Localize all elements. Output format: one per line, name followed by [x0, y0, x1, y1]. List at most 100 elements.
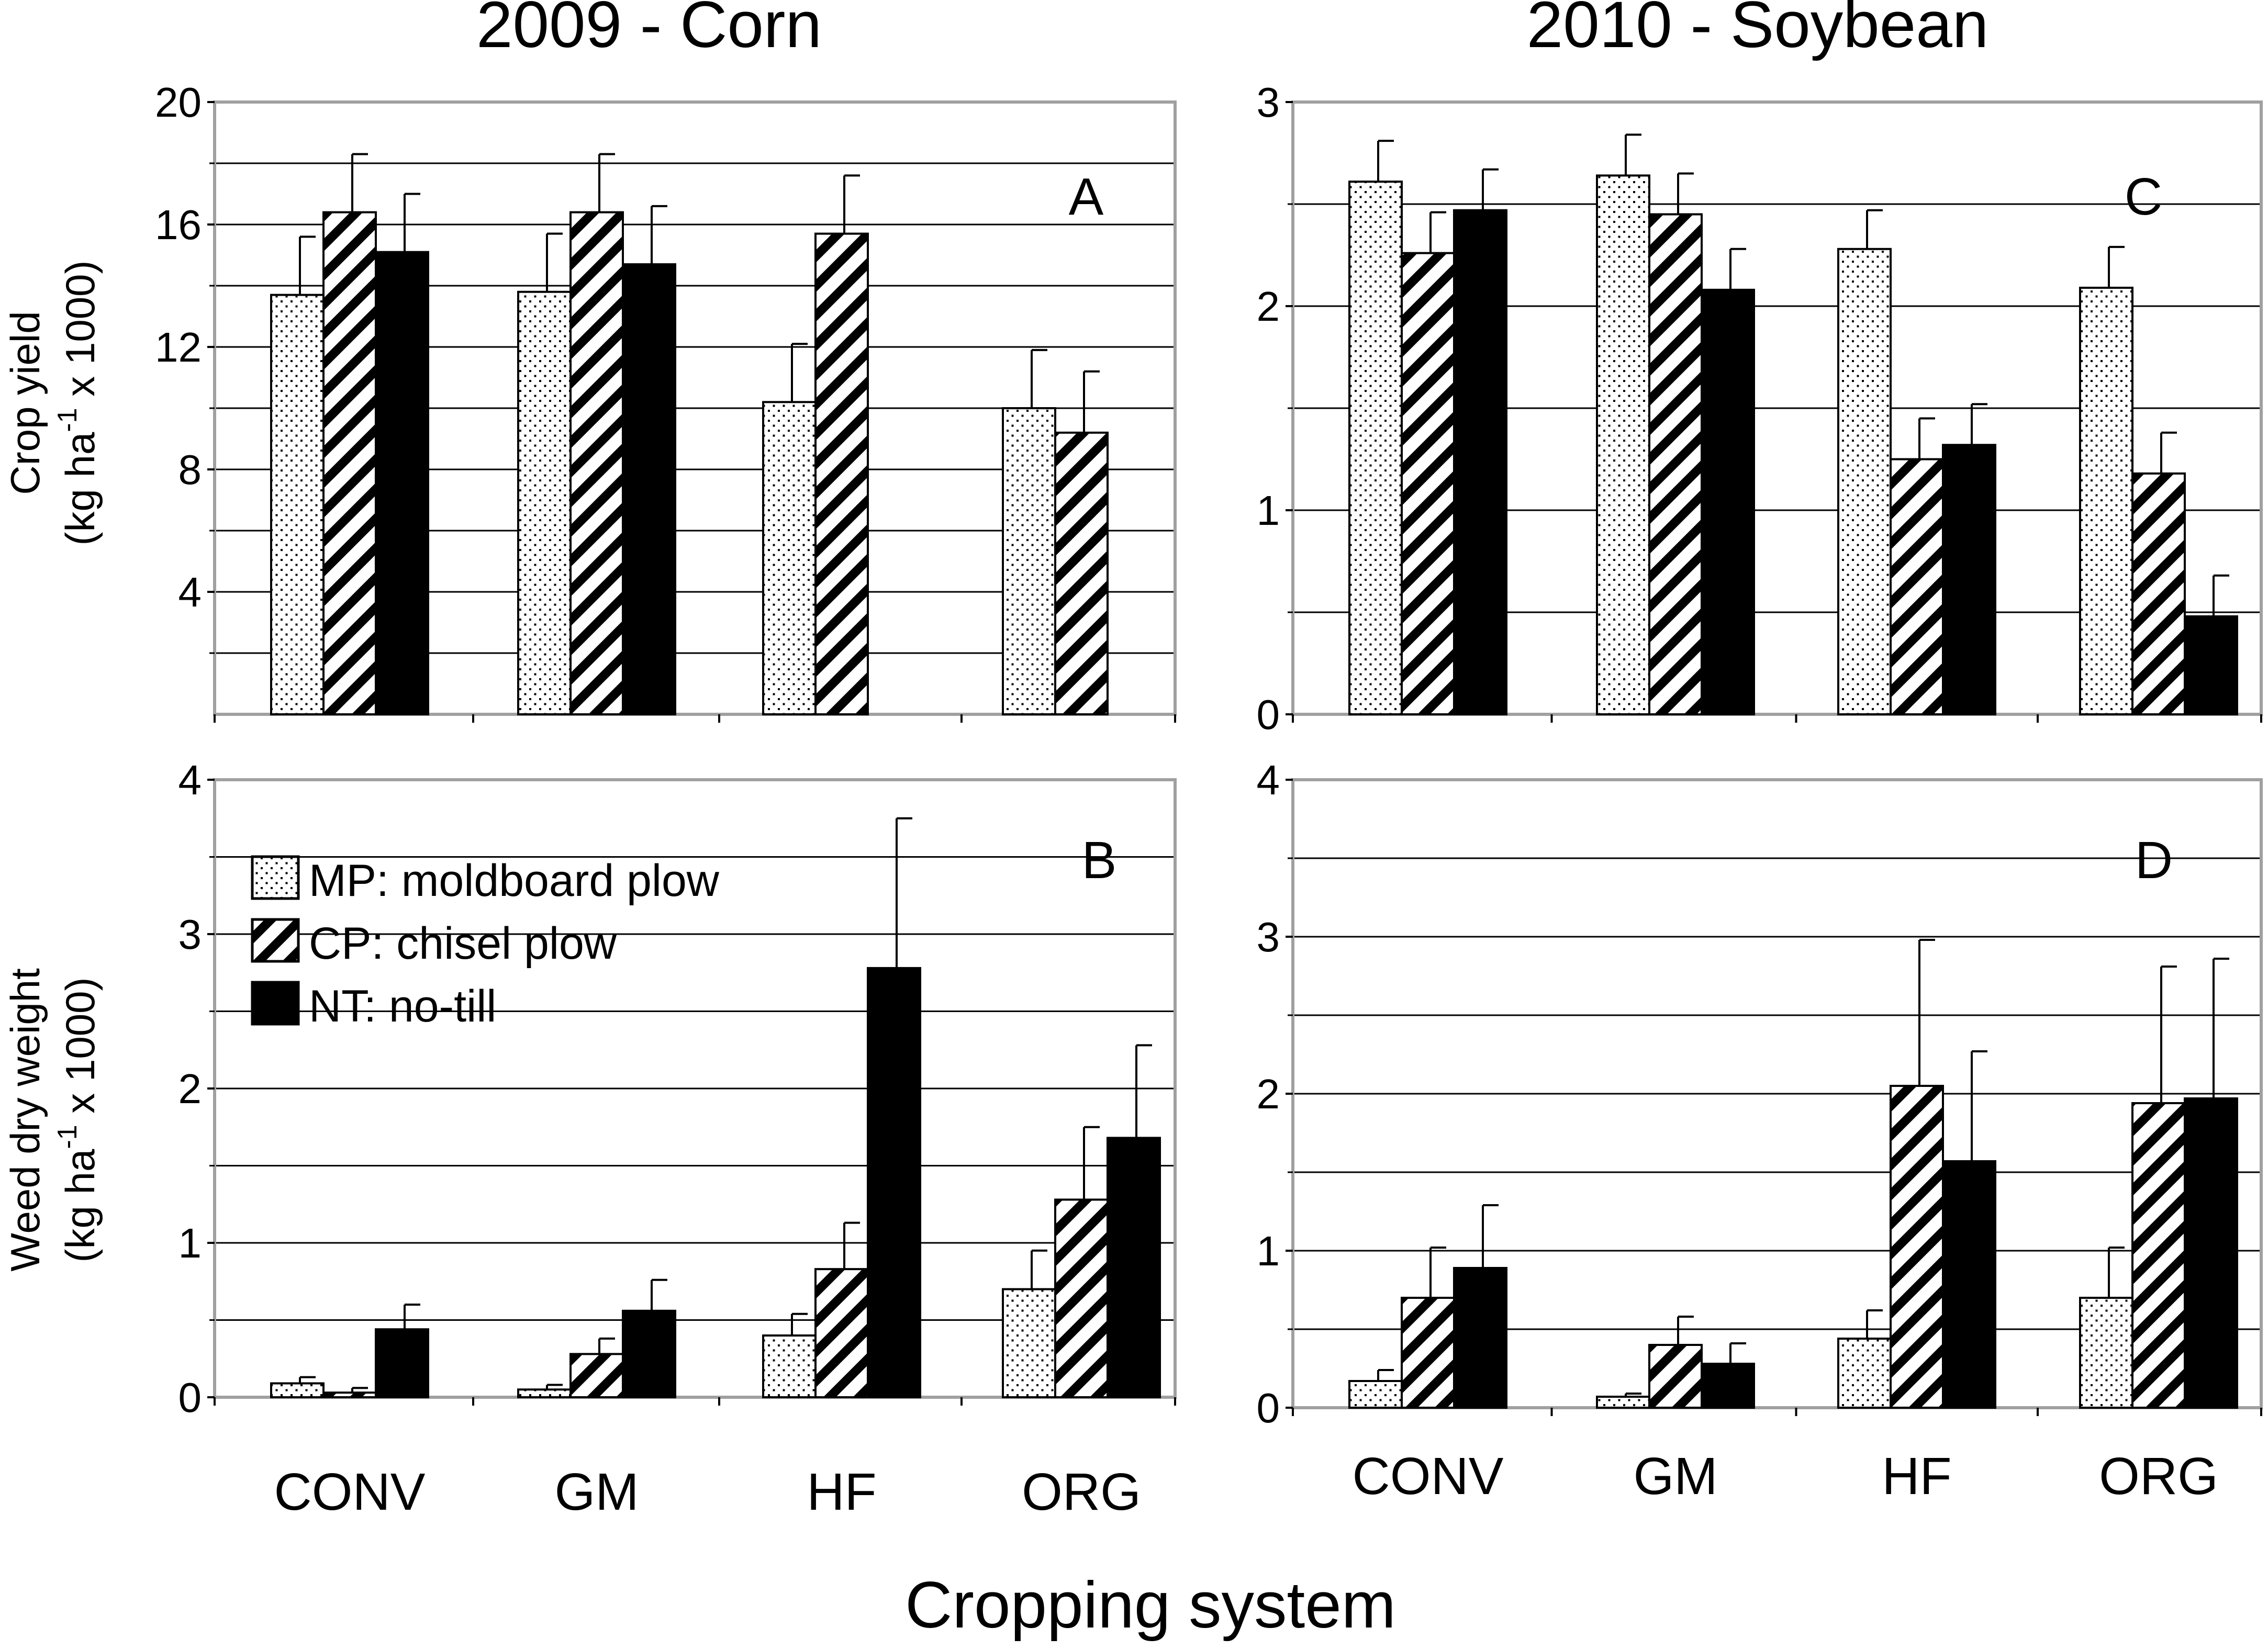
bar-nt-conv [375, 251, 429, 715]
x-tick-label-gm: GM [1633, 1447, 1717, 1506]
bar-mp-org [2079, 286, 2133, 715]
bar-nt-org [2184, 1097, 2238, 1409]
bar-mp-gm [517, 290, 572, 715]
bar-cp-gm [1648, 1344, 1703, 1409]
bar-mp-conv [1348, 1380, 1403, 1409]
panel-letter-c: C [2125, 167, 2162, 226]
bar-cp-gm [569, 1353, 624, 1398]
bar-mp-hf [762, 1334, 817, 1398]
y-tick-label: 20 [155, 79, 202, 126]
column-title-soybean: 2010 - Soybean [1527, 0, 1989, 61]
bar-cp-hf [814, 1268, 869, 1398]
column-title-corn: 2009 - Corn [476, 0, 822, 61]
bar-nt-org [2184, 615, 2238, 716]
bar-cp-hf [814, 232, 869, 715]
bar-mp-org [1002, 407, 1056, 715]
y-tick-label: 0 [1257, 691, 1280, 738]
y-axis-title-crop-yield-line2: (kg ha-1 x 1000) [52, 261, 103, 546]
legend: MP: moldboard plow CP: chisel plow NT: n… [251, 855, 720, 1031]
y-tick-label: 1 [1257, 1228, 1280, 1274]
bar-nt-conv [375, 1328, 429, 1398]
bar-cp-hf [1890, 458, 1944, 715]
unit-suffix: x 1000) [57, 261, 103, 408]
bar-mp-conv [1348, 181, 1403, 716]
y-tick-label: 4 [178, 757, 202, 803]
bar-nt-gm [1701, 288, 1755, 715]
bar-nt-gm [622, 1309, 676, 1399]
unit-suffix: x 1000) [57, 978, 103, 1125]
y-tick-label: 1 [178, 1220, 202, 1266]
y-axis-title-weed-line1: Weed dry weight [2, 968, 48, 1272]
bar-nt-hf [1942, 1160, 1996, 1409]
y-tick-label: 2 [1257, 1071, 1280, 1117]
panel-letter-d: D [2135, 831, 2173, 890]
x-tick-label-hf: HF [1882, 1447, 1951, 1506]
bar-mp-org [1002, 1288, 1056, 1398]
y-tick-label: 0 [178, 1374, 202, 1421]
bar-mp-conv [270, 294, 325, 715]
bar-mp-hf [1837, 1338, 1892, 1409]
x-tick-label-conv: CONV [274, 1463, 426, 1521]
bar-mp-conv [270, 1382, 325, 1398]
y-axis-title-weed-dry-weight: Weed dry weight (kg ha-1 x 1000) [2, 968, 103, 1272]
y-tick-label: 4 [1257, 757, 1280, 803]
y-tick-label: 2 [178, 1065, 202, 1112]
bar-nt-hf [867, 967, 921, 1398]
x-tick-label-org: ORG [2099, 1447, 2218, 1506]
bar-cp-org [2131, 1102, 2186, 1409]
y-tick-label: 1 [1257, 487, 1280, 534]
panel-b-corn-weed: 0 1 2 3 4 CONV GM HF ORG B [178, 757, 1177, 1521]
panel-letter-a: A [1069, 167, 1104, 226]
y-tick-label: 3 [1257, 79, 1280, 126]
bar-nt-hf [1942, 444, 1996, 715]
x-tick-label-org: ORG [1022, 1463, 1141, 1521]
y-tick-label: 8 [178, 446, 202, 493]
y-axis-title-weed-line2: (kg ha-1 x 1000) [52, 978, 103, 1263]
bar-cp-gm [1648, 213, 1703, 715]
bar-nt-org [1107, 1137, 1161, 1398]
bar-nt-conv [1453, 1267, 1507, 1409]
unit-part: (kg ha [57, 1149, 103, 1262]
bar-mp-gm [517, 1388, 572, 1398]
legend-swatch-cp [251, 918, 300, 963]
y-tick-label: 4 [178, 569, 202, 615]
bar-nt-gm [622, 263, 676, 715]
y-tick-label: 12 [155, 324, 202, 371]
bar-nt-gm [1701, 1363, 1755, 1409]
x-axis-title: Cropping system [905, 1569, 1396, 1642]
panel-d-soybean-weed: 0 1 2 3 4 CONV GM HF ORG D [1257, 757, 2263, 1506]
bar-cp-org [1054, 1198, 1109, 1398]
y-axis-title-crop-yield-line1: Crop yield [2, 311, 48, 495]
legend-swatch-mp [251, 855, 300, 900]
y-tick-label: 2 [1257, 283, 1280, 330]
y-tick-label: 3 [1257, 914, 1280, 960]
bar-cp-hf [1890, 1085, 1944, 1409]
bar-cp-conv [1401, 1297, 1455, 1409]
legend-label-nt: NT: no-till [309, 981, 496, 1031]
panel-a-corn-yield: 4 8 12 16 20 A [155, 79, 1177, 723]
legend-label-mp: MP: moldboard plow [309, 856, 720, 906]
bar-mp-hf [1837, 248, 1892, 715]
y-tick-label: 3 [178, 911, 202, 958]
bar-cp-org [1054, 431, 1109, 715]
y-tick-label: 0 [1257, 1385, 1280, 1431]
x-tick-label-hf: HF [807, 1463, 876, 1521]
bar-mp-hf [762, 401, 817, 715]
unit-superscript: -1 [52, 408, 83, 432]
unit-part: (kg ha [57, 432, 103, 545]
panel-letter-b: B [1082, 831, 1117, 890]
legend-swatch-nt [251, 981, 300, 1026]
bar-cp-gm [569, 211, 624, 716]
y-tick-label: 16 [155, 201, 202, 248]
bar-mp-gm [1596, 1396, 1650, 1409]
bar-mp-org [2079, 1297, 2133, 1409]
unit-superscript: -1 [52, 1125, 83, 1149]
bar-cp-conv [1401, 252, 1455, 716]
bar-cp-conv [322, 1391, 377, 1398]
x-tick-label-gm: GM [554, 1463, 639, 1521]
bar-nt-conv [1453, 209, 1507, 715]
x-tick-label-conv: CONV [1353, 1447, 1504, 1506]
legend-label-cp: CP: chisel plow [309, 918, 617, 969]
y-axis-title-crop-yield: Crop yield (kg ha-1 x 1000) [2, 261, 103, 546]
